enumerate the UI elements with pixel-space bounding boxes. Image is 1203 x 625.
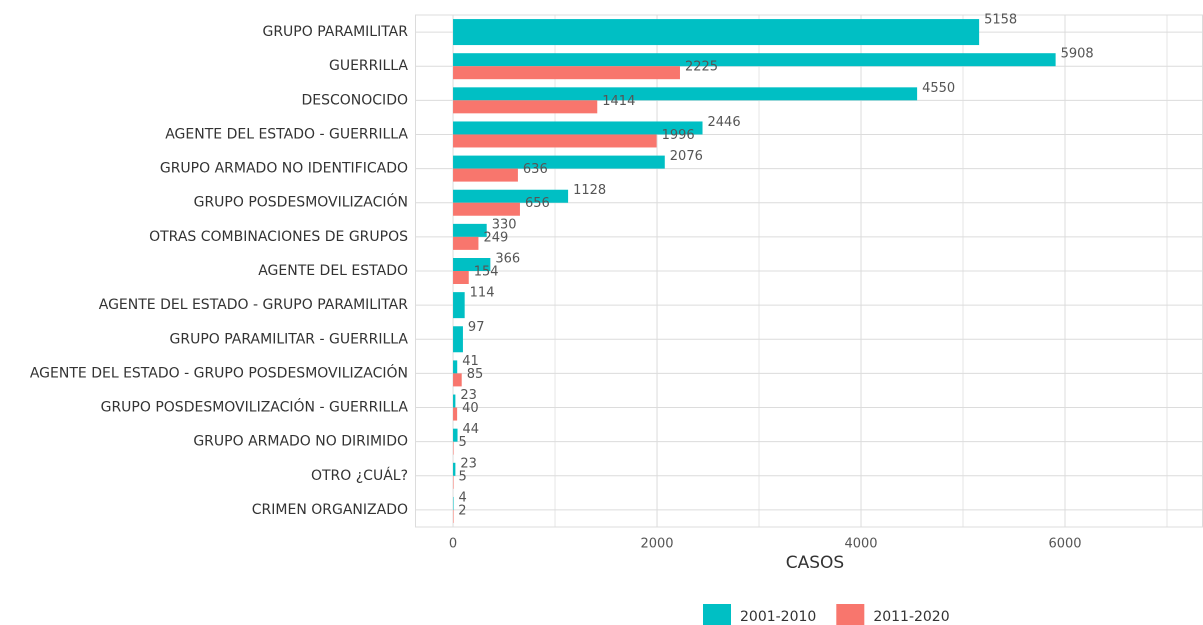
x-axis-title: CASOS [786,553,844,573]
x-tick-label: 6000 [1048,537,1081,552]
value-label: 366 [495,252,520,267]
bar [453,509,454,523]
bar [453,236,479,250]
bar [453,134,657,148]
bar [453,326,463,353]
bar [453,292,465,319]
value-label: 656 [525,196,550,211]
bar [453,428,458,442]
bar [453,258,491,271]
bar [453,407,458,421]
value-label: 2 [458,503,466,518]
bar [453,462,456,476]
value-label: 44 [463,422,480,437]
value-label: 2076 [670,149,703,164]
y-tick-label: GRUPO POSDESMOVILIZACIÓN [194,193,408,211]
bar [453,53,1056,67]
value-label: 23 [460,456,477,471]
legend-label: 2011-2020 [873,609,949,625]
value-label: 1414 [602,94,635,109]
value-label: 4550 [922,81,955,96]
y-tick-label: GRUPO ARMADO NO DIRIMIDO [193,434,408,450]
bar [453,202,520,216]
bar [453,121,703,135]
y-tick-label: AGENTE DEL ESTADO - GRUPO PARAMILITAR [99,297,409,313]
y-tick-label: AGENTE DEL ESTADO [258,263,408,279]
legend-label: 2001-2010 [740,609,816,625]
value-label: 154 [474,265,499,280]
bar [453,155,665,169]
value-label: 2446 [708,115,741,130]
bar [453,100,598,114]
value-label: 636 [523,162,548,177]
value-label: 5158 [984,13,1017,28]
value-label: 40 [462,401,479,416]
bar [453,271,469,284]
bar [453,360,458,374]
value-label: 1996 [662,128,695,143]
value-label: 5 [459,435,467,450]
y-tick-label: AGENTE DEL ESTADO - GUERRILLA [165,126,408,142]
value-label: 1128 [573,183,606,198]
bar [453,223,487,237]
y-tick-label: DESCONOCIDO [301,92,408,108]
value-label: 4 [458,490,466,505]
bar [453,394,456,408]
bar [453,168,518,182]
bar [453,496,454,510]
value-label: 2225 [685,60,718,75]
bar [453,19,980,46]
bar [453,189,569,203]
y-tick-label: GRUPO ARMADO NO IDENTIFICADO [160,161,408,177]
x-tick-label: 0 [449,537,457,552]
legend-swatch [703,604,731,625]
y-tick-label: AGENTE DEL ESTADO - GRUPO POSDESMOVILIZA… [30,363,408,381]
value-label: 97 [468,320,485,335]
bar [453,87,918,101]
value-label: 23 [460,388,477,403]
x-tick-label: 2000 [640,537,673,552]
y-tick-label: GRUPO PARAMILITAR [262,24,408,40]
value-label: 41 [462,354,479,369]
y-tick-label: CRIMEN ORGANIZADO [252,502,408,518]
value-label: 114 [470,286,495,301]
value-label: 249 [483,230,508,245]
value-label: 5 [459,469,467,484]
y-tick-label: OTRO ¿CUÁL? [311,467,408,484]
bar [453,66,680,80]
value-label: 330 [492,217,517,232]
y-tick-label: GUERRILLA [329,58,408,74]
bar [453,373,462,387]
y-tick-label: GRUPO PARAMILITAR - GUERRILLA [170,331,409,347]
value-label: 5908 [1061,47,1094,62]
y-tick-label: GRUPO POSDESMOVILIZACIÓN - GUERRILLA [101,398,409,416]
value-label: 85 [467,367,484,382]
bar [453,475,454,489]
legend-swatch [836,604,865,625]
bar [453,441,454,455]
x-tick-label: 4000 [844,537,877,552]
y-tick-label: OTRAS COMBINACIONES DE GRUPOS [149,229,408,245]
